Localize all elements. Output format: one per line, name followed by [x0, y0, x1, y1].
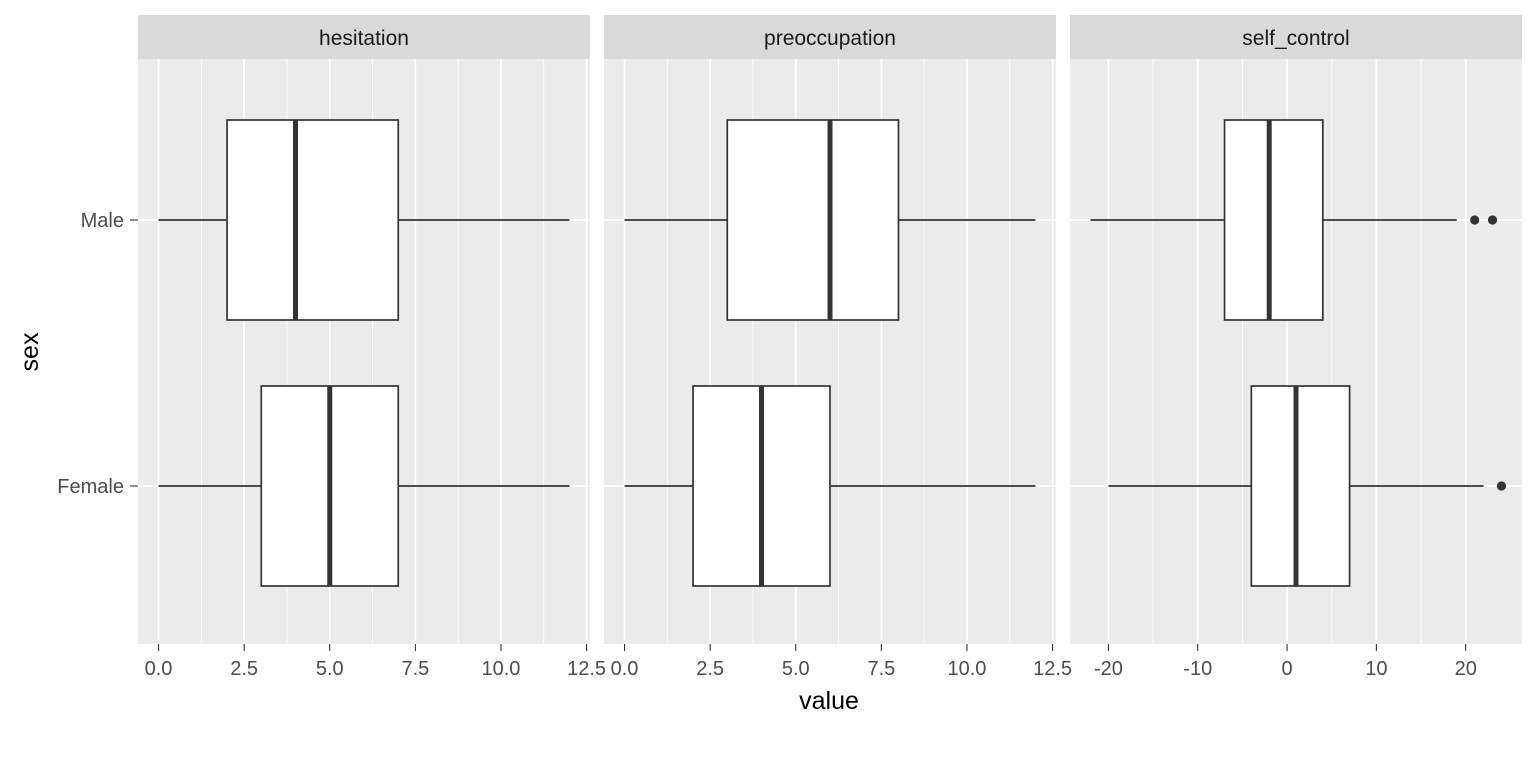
- facet-title: hesitation: [319, 27, 409, 50]
- outlier-point: [1496, 481, 1507, 491]
- box-male: [1090, 119, 1498, 321]
- x-tick-label: -20: [1094, 658, 1123, 680]
- outlier-point: [1470, 215, 1480, 225]
- x-tick-label: 2.5: [230, 658, 258, 680]
- box-male: [624, 119, 1036, 321]
- box-female: [158, 385, 570, 587]
- x-tick-label: 10: [1365, 658, 1387, 680]
- x-tick-label: 5.0: [316, 658, 344, 680]
- box-iqr: [1250, 385, 1351, 587]
- x-tick-label: 10.0: [948, 658, 987, 680]
- x-tick-label: 10.0: [482, 658, 521, 680]
- x-axis-title: value: [799, 687, 859, 715]
- facet-title: preoccupation: [764, 27, 896, 50]
- x-tick-label: 7.5: [867, 658, 895, 680]
- box-female: [1108, 385, 1507, 587]
- x-tick-label: 12.5: [567, 658, 606, 680]
- box-iqr: [726, 119, 900, 321]
- x-tick-label: 12.5: [1033, 658, 1072, 680]
- x-tick-label: 20: [1455, 658, 1477, 680]
- x-tick-label: 0.0: [611, 658, 639, 680]
- facet-hesitation: hesitation 0.0 2.5 5.0 7.5 10.0 12.5: [138, 15, 606, 680]
- facet-strip: [604, 15, 1056, 59]
- x-tick-label: 0: [1282, 658, 1293, 680]
- facet-title: self_control: [1242, 27, 1349, 50]
- facet-self-control: self_control -20 -10 0 10 20: [1070, 15, 1522, 680]
- y-axis-title: sex: [16, 332, 44, 371]
- x-tick-label: -10: [1183, 658, 1212, 680]
- facet-strip: [1070, 15, 1522, 59]
- x-tick-label: 7.5: [401, 658, 429, 680]
- facet-strip: [138, 15, 590, 59]
- facet-preoccupation: preoccupation 0.0 2.5 5.0 7.5 10.0 12.5: [604, 15, 1072, 680]
- box-female: [624, 385, 1036, 587]
- y-tick-label-female: Female: [57, 476, 124, 498]
- box-iqr: [1223, 119, 1324, 321]
- y-tick-label-male: Male: [81, 210, 124, 232]
- box-male: [158, 119, 570, 321]
- x-tick-label: 0.0: [145, 658, 173, 680]
- box-iqr: [226, 119, 400, 321]
- facet-panels: Male Female hesitation 0.0 2.5 5.0 7.5 10.0 12.5…: [57, 15, 1522, 680]
- x-tick-label: 2.5: [696, 658, 724, 680]
- x-tick-label: 5.0: [782, 658, 810, 680]
- outlier-point: [1487, 215, 1498, 225]
